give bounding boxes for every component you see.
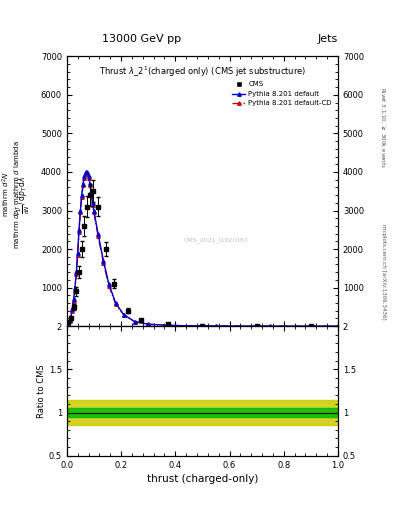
Text: Thrust $\lambda$_2$^1$(charged only) (CMS jet substructure): Thrust $\lambda$_2$^1$(charged only) (CM… [99,65,306,79]
Text: CMS_2021_I1920187: CMS_2021_I1920187 [184,237,248,243]
Text: mathrm $d^2N$
mathrm $dp_{T}$ mathrm $d$ lambda: mathrm $d^2N$ mathrm $dp_{T}$ mathrm $d$… [0,140,23,249]
Text: 13000 GeV pp: 13000 GeV pp [102,33,181,44]
Text: Jets: Jets [318,33,338,44]
X-axis label: thrust (charged-only): thrust (charged-only) [147,474,258,484]
Text: mcplots.cern.ch [arXiv:1306.3436]: mcplots.cern.ch [arXiv:1306.3436] [381,224,386,319]
Y-axis label: Ratio to CMS: Ratio to CMS [37,364,46,418]
Text: Rivet 3.1.10, $\geq$ 300k events: Rivet 3.1.10, $\geq$ 300k events [379,88,387,168]
Text: $\frac{1}{\mathrm{d}N}\,/\,\mathrm{d}p_{T}\,\mathrm{d}\lambda$: $\frac{1}{\mathrm{d}N}\,/\,\mathrm{d}p_{… [15,176,32,214]
Legend: CMS, Pythia 8.201 default, Pythia 8.201 default-CD: CMS, Pythia 8.201 default, Pythia 8.201 … [229,79,334,109]
